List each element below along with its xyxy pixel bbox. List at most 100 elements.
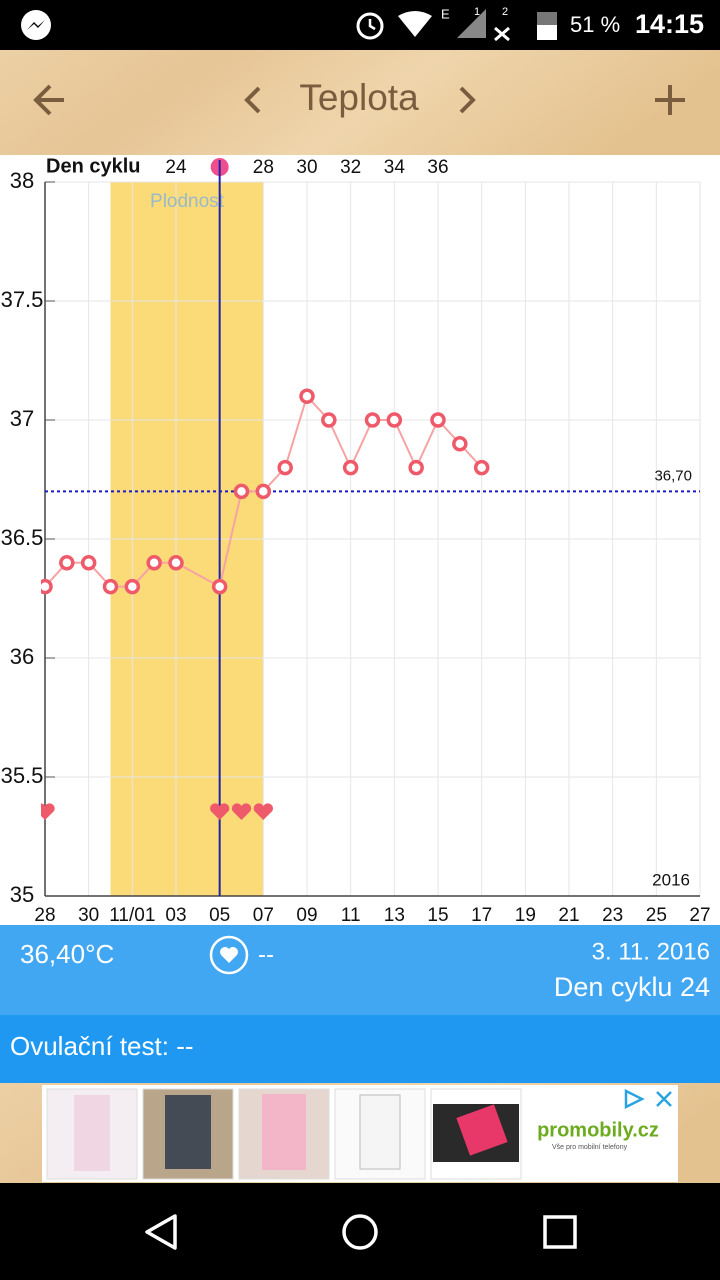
temperature-point [80, 555, 97, 571]
temperature-point [102, 578, 119, 595]
y-tick-label: 35.5 [1, 763, 44, 788]
temperature-point [321, 412, 337, 428]
y-tick-label: 37.5 [1, 287, 44, 312]
temperature-point [124, 578, 141, 595]
y-tick-label: 37 [10, 406, 34, 431]
temperature-point [473, 459, 490, 476]
x-tick-label: 19 [515, 905, 536, 926]
ovulation-test-value: -- [176, 1031, 193, 1061]
ad-product-case [456, 1104, 508, 1156]
x-tick-label: 03 [165, 905, 186, 926]
ad-product-case [359, 1094, 401, 1170]
intercourse-heart [253, 803, 273, 820]
x-tick-label: 13 [384, 905, 405, 926]
temperature-point [59, 555, 75, 571]
next-button[interactable] [459, 86, 476, 114]
x-tick-label: 25 [646, 905, 667, 926]
y-tick-label: 36 [10, 644, 34, 669]
y-tick-label: 35 [10, 882, 34, 907]
sim1-label: 1 [474, 6, 480, 18]
ad-close-icon [656, 1091, 672, 1107]
add-button[interactable] [655, 85, 685, 115]
ovulation-test-bar[interactable] [0, 1015, 720, 1083]
plot [41, 388, 490, 820]
temperature: 36,40°C [20, 939, 114, 969]
previous-button[interactable] [244, 86, 261, 114]
network-type: E [441, 6, 450, 21]
temperature-point [299, 388, 315, 404]
temperature-point [364, 412, 381, 428]
sim2-label: 2 [502, 6, 508, 18]
ad-product-case [165, 1095, 211, 1169]
coverline-label: 36,70 [654, 467, 692, 484]
cycle-axis-label: Den cyklu [46, 155, 140, 177]
temperature-point [408, 459, 424, 476]
temperature-point [430, 412, 446, 428]
nav-bar [0, 1183, 720, 1280]
cycle-tick-label: 36 [427, 157, 448, 178]
test-result: -- [258, 941, 274, 968]
chart: 35 35.5 36 36.5 37 37.5 38 28 30 11/01 03 05 07 09 11 1… [1, 155, 711, 926]
temperature-point [41, 578, 53, 595]
x-tick-label: 09 [296, 905, 317, 926]
x-tick-label: 05 [209, 905, 230, 926]
x-tick-label: 23 [602, 905, 623, 926]
back-button[interactable] [33, 84, 64, 116]
alarm-hand [368, 19, 376, 31]
fertile-label: Plodnost [150, 191, 225, 212]
ad-choices-icon [624, 1088, 645, 1110]
intercourse-heart [41, 803, 55, 820]
cycle-tick-label: 30 [296, 157, 317, 178]
cycle-tick-label: 32 [340, 157, 361, 178]
temperature-point [386, 412, 403, 428]
cycle-tick-label: 24 [165, 157, 187, 178]
heart-button[interactable] [209, 935, 249, 975]
toolbar-title: Teplota [299, 77, 419, 118]
x-tick-label: 11 [341, 905, 361, 926]
ad-tagline: Vše pro mobilní telefony [552, 1144, 628, 1151]
x-tick-label: 30 [78, 905, 99, 926]
temperature-point [255, 483, 272, 500]
x-tick-label: 15 [427, 905, 448, 926]
year-label: 2016 [652, 870, 690, 889]
alarm-icon [356, 12, 384, 40]
x-tick-label: 28 [34, 905, 55, 926]
battery-level: 51 % [570, 12, 620, 37]
ad-product-case [262, 1094, 306, 1170]
cycle-tick-label: 34 [384, 157, 406, 178]
temperature-point [168, 555, 184, 571]
nav-back[interactable] [145, 1214, 177, 1250]
temperature-point [277, 459, 293, 476]
x-tick-label: 07 [253, 905, 274, 926]
wifi-icon [398, 11, 432, 37]
x-tick-label: 21 [558, 905, 579, 926]
battery-empty [537, 12, 557, 25]
signal-icon-1 [457, 9, 486, 38]
toolbar [0, 50, 720, 155]
ad-product-case [74, 1095, 110, 1171]
intercourse-heart [210, 803, 230, 820]
heart-icon [220, 947, 238, 963]
ad-brand: promobily.cz [537, 1119, 659, 1141]
cycle-tick-label: 28 [253, 157, 274, 178]
y-tick-label: 36.5 [1, 525, 44, 550]
cycle-day: Den cyklu 24 [554, 972, 710, 1002]
chart-area [0, 155, 720, 925]
ovulation-test: Ovulační test: -- [10, 1031, 194, 1061]
temperature-point [146, 555, 162, 571]
messenger-bolt [27, 20, 45, 30]
temperature-point [452, 436, 468, 452]
temperature-point [342, 459, 359, 476]
ovulation-test-label: Ovulační test: [10, 1031, 169, 1061]
nav-home[interactable] [342, 1214, 378, 1250]
no-signal-icon [494, 26, 510, 42]
nav-recents[interactable] [543, 1215, 577, 1249]
y-tick-label: 38 [10, 168, 34, 193]
x-tick-label: 17 [471, 905, 492, 926]
x-tick-label: 27 [689, 905, 710, 926]
temperature-point [211, 578, 228, 595]
temperature-point [233, 483, 250, 500]
